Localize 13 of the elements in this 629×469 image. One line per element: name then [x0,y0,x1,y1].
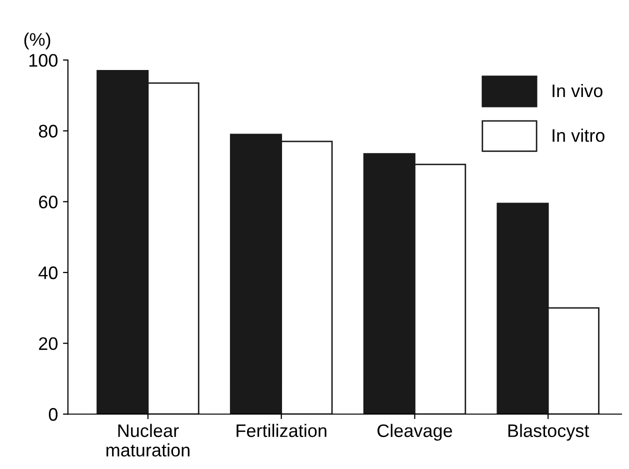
x-tick-label: Fertilization [236,424,326,438]
x-tick-label: Nuclear maturation [106,424,190,457]
y-tick-label: 80 [38,124,58,138]
legend-label: In vitro [552,128,604,142]
x-tick-label: Cleavage [377,424,452,441]
legend-label: In vivo [552,84,602,98]
y-axis-title: (%) [24,32,50,50]
y-tick-label: 100 [29,54,58,67]
y-tick-label: 60 [39,196,58,208]
x-tick-label: Blastocyst [508,424,590,441]
y-tick-label: 20 [39,337,58,350]
y-tick-label: 40 [38,266,58,280]
y-tick-label: 0 [48,408,58,421]
